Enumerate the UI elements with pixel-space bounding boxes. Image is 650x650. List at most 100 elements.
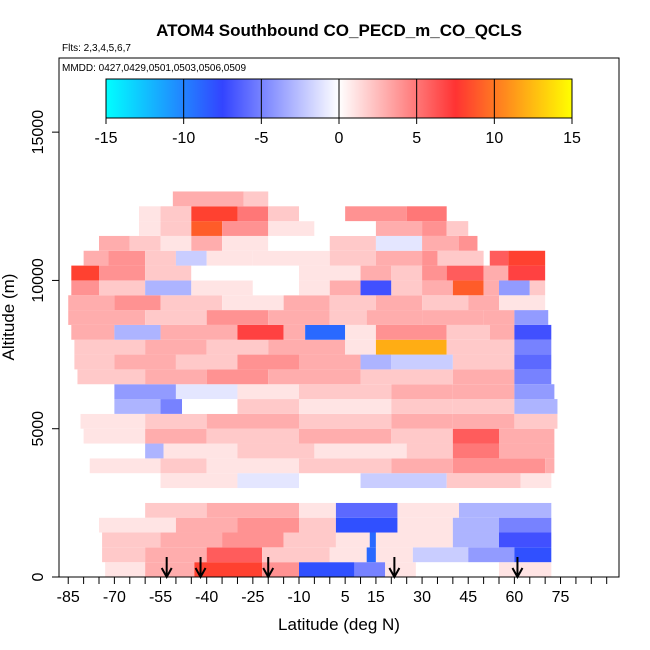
heatmap-cell <box>129 235 161 251</box>
heatmap-cell <box>499 428 555 444</box>
x-tick-label: -55 <box>149 589 172 606</box>
heatmap-cell <box>160 324 238 340</box>
heatmap-cell <box>114 399 161 414</box>
heatmap-cell <box>499 517 552 533</box>
heatmap-cell <box>182 399 238 414</box>
heatmap-cell <box>375 235 423 251</box>
x-axis: -85 -70 -55 -40 -25 -10 5 15 30 45 60 75 <box>57 577 608 606</box>
heatmap-cell <box>71 280 99 296</box>
heatmap-cell <box>446 221 469 236</box>
heatmap-cell <box>299 428 392 444</box>
flight-arrow <box>160 557 173 580</box>
heatmap-cell <box>452 517 499 533</box>
heatmap-cell <box>335 532 370 548</box>
heatmap-cell <box>299 473 361 489</box>
heatmap-cell <box>335 517 398 533</box>
heatmap-cell <box>446 324 490 340</box>
heatmap-cell <box>329 235 376 251</box>
heatmap-cell <box>71 265 99 281</box>
flights-note: Flts: 2,3,4,5,6,7 <box>62 43 131 54</box>
heatmap-cell <box>375 532 453 548</box>
heatmap-cell <box>237 354 299 370</box>
heatmap-cell <box>139 221 161 236</box>
heatmap-cell <box>314 443 407 459</box>
heatmap-cell <box>314 221 376 236</box>
heatmap-cell <box>89 458 161 474</box>
flight-arrows <box>160 557 524 580</box>
heatmap-cell <box>499 295 546 311</box>
heatmap-cell <box>299 502 336 518</box>
heatmap-cell <box>262 547 330 563</box>
heatmap-cell <box>206 502 299 518</box>
heatmap-cell <box>105 562 146 577</box>
heatmap-cell <box>252 265 299 281</box>
heatmap-cell <box>139 206 161 222</box>
heatmap-cell <box>160 295 223 311</box>
heatmap-cell <box>422 280 453 296</box>
x-axis-label: Latitude (deg N) <box>278 615 400 634</box>
colorbar-tick-label: 15 <box>563 130 581 147</box>
heatmap-cell <box>406 443 453 459</box>
colorbar-border <box>105 78 573 119</box>
heatmap-cell <box>145 502 207 518</box>
heatmap-cell <box>268 221 315 236</box>
heatmap-cell <box>206 458 299 474</box>
heatmap-cell <box>145 428 207 444</box>
heatmap-cell <box>99 502 146 518</box>
heatmap-cell <box>422 295 469 311</box>
heatmap-cell <box>375 339 447 355</box>
heatmap-cell <box>514 310 549 325</box>
heatmap-cell <box>299 399 392 414</box>
heatmap-cell <box>222 235 269 251</box>
heatmap-cell <box>514 354 552 370</box>
heatmap-cell <box>329 280 361 296</box>
heatmap-cell <box>237 399 299 414</box>
heatmap-cell <box>483 280 499 296</box>
heatmap-cell <box>160 206 192 222</box>
heatmap-cell <box>299 265 361 281</box>
heatmap-cell <box>74 354 115 370</box>
heatmap-cell <box>237 443 315 459</box>
heatmap-cell <box>237 324 284 340</box>
heatmap-cell <box>514 399 558 414</box>
heatmap-cell <box>237 473 299 489</box>
heatmap-cell <box>222 532 284 548</box>
heatmap-cell <box>446 473 521 489</box>
heatmap-cell <box>329 310 367 325</box>
heatmap-cell <box>243 191 269 207</box>
heatmap-cell <box>194 562 263 577</box>
heatmap-cell <box>508 250 546 266</box>
heatmap-cell <box>468 547 515 563</box>
heatmap-cell <box>397 502 459 518</box>
heatmap-cell <box>437 250 484 266</box>
heatmap-cell <box>163 443 238 459</box>
heatmap-cell <box>114 384 176 400</box>
heatmap-cell <box>145 547 207 563</box>
heatmap-cell <box>329 547 367 563</box>
heatmap-cell <box>360 369 453 385</box>
heatmap-cell <box>92 473 161 489</box>
flight-arrow <box>262 557 275 580</box>
heatmap-cell <box>74 339 146 355</box>
heatmap-cell <box>529 280 546 296</box>
heatmap-cell <box>499 443 555 459</box>
heatmap-cell <box>252 250 330 266</box>
heatmap-cell <box>412 547 469 563</box>
heatmap-cell <box>299 280 330 296</box>
heatmap-cell <box>102 547 146 563</box>
heatmap-cell <box>452 413 515 429</box>
heatmap-cell <box>329 250 376 266</box>
x-tick-label: -85 <box>57 589 80 606</box>
plot-border <box>58 57 620 578</box>
heatmap-cell <box>422 250 438 266</box>
heatmap-cell <box>452 369 515 385</box>
x-tick-label: -70 <box>103 589 126 606</box>
heatmap-cell <box>102 532 161 548</box>
heatmap-cell <box>305 324 346 340</box>
heatmap-cell <box>360 280 392 296</box>
heatmap-cell <box>160 458 207 474</box>
colorbar: -15 -10 -5 0 5 10 15 <box>94 78 581 147</box>
heatmap-cell <box>452 428 499 444</box>
plot-area <box>58 57 620 578</box>
y-tick-label: 5000 <box>30 411 47 447</box>
